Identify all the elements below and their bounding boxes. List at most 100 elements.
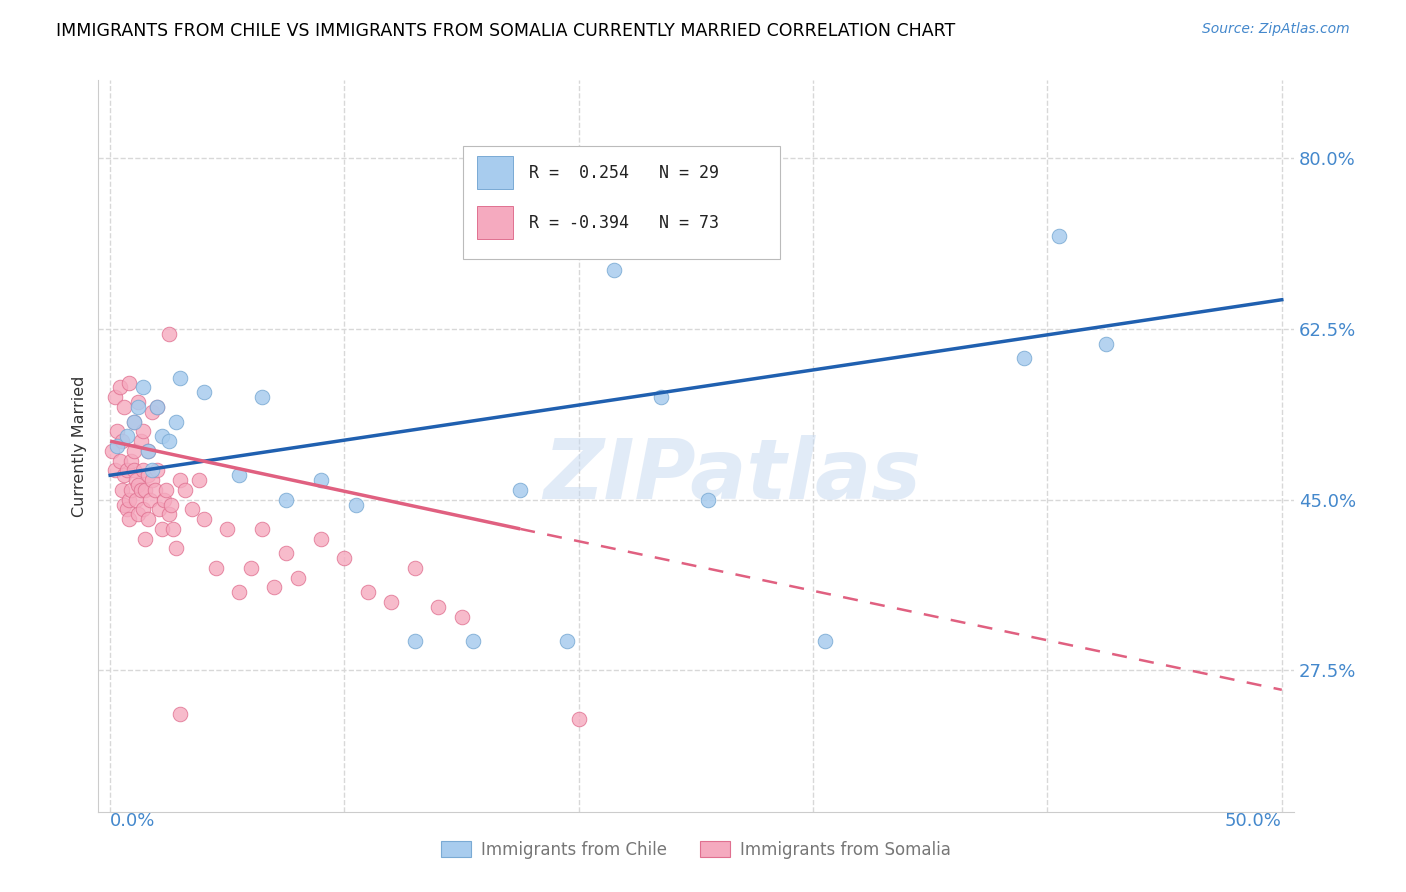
Point xyxy=(169,473,191,487)
Point xyxy=(274,546,297,560)
Point xyxy=(120,483,142,497)
Point xyxy=(111,434,134,449)
Point xyxy=(146,400,169,414)
Point xyxy=(122,463,145,477)
FancyBboxPatch shape xyxy=(463,146,780,260)
Point xyxy=(150,429,173,443)
Point xyxy=(157,508,180,522)
Point xyxy=(127,395,149,409)
Point xyxy=(696,492,718,507)
Point xyxy=(132,463,155,477)
Point xyxy=(193,512,215,526)
Point xyxy=(239,561,262,575)
Point xyxy=(105,439,128,453)
Point xyxy=(204,561,226,575)
Point xyxy=(129,483,152,497)
Point xyxy=(309,532,332,546)
Point xyxy=(129,434,152,449)
Point xyxy=(115,502,138,516)
Point xyxy=(148,502,170,516)
FancyBboxPatch shape xyxy=(477,156,513,189)
Point xyxy=(136,443,159,458)
Point xyxy=(509,483,531,497)
Point xyxy=(450,609,472,624)
Text: ZIPatlas: ZIPatlas xyxy=(543,434,921,516)
Point xyxy=(274,492,297,507)
Point xyxy=(228,468,250,483)
Point xyxy=(169,370,191,384)
Legend: Immigrants from Chile, Immigrants from Somalia: Immigrants from Chile, Immigrants from S… xyxy=(434,834,957,865)
Point xyxy=(150,522,173,536)
Point xyxy=(141,473,163,487)
Point xyxy=(108,453,131,467)
Point xyxy=(127,478,149,492)
Point xyxy=(112,498,135,512)
Point xyxy=(104,463,127,477)
Point xyxy=(309,473,332,487)
Text: IMMIGRANTS FROM CHILE VS IMMIGRANTS FROM SOMALIA CURRENTLY MARRIED CORRELATION C: IMMIGRANTS FROM CHILE VS IMMIGRANTS FROM… xyxy=(56,22,956,40)
Text: 0.0%: 0.0% xyxy=(110,812,156,830)
Point xyxy=(120,453,142,467)
Point xyxy=(252,390,274,404)
Point xyxy=(344,498,367,512)
Point xyxy=(263,581,285,595)
Point xyxy=(228,585,250,599)
Point xyxy=(404,561,426,575)
Point xyxy=(127,400,149,414)
Point xyxy=(157,434,180,449)
Point xyxy=(108,380,131,394)
Point xyxy=(568,712,591,726)
Point xyxy=(111,483,134,497)
Point xyxy=(603,263,626,277)
Point xyxy=(122,415,145,429)
Point xyxy=(112,400,135,414)
Point xyxy=(174,483,197,497)
Point xyxy=(136,512,159,526)
Y-axis label: Currently Married: Currently Married xyxy=(72,376,87,516)
Point xyxy=(193,385,215,400)
Point xyxy=(217,522,239,536)
Point xyxy=(141,405,163,419)
Point xyxy=(155,483,177,497)
Point xyxy=(650,390,672,404)
Point xyxy=(132,425,155,439)
Point xyxy=(165,541,187,556)
Point xyxy=(160,498,183,512)
Point xyxy=(134,532,156,546)
Point xyxy=(555,634,578,648)
Point xyxy=(427,599,450,614)
Point xyxy=(101,443,124,458)
Text: R = -0.394   N = 73: R = -0.394 N = 73 xyxy=(529,213,718,232)
Point xyxy=(162,522,184,536)
Point xyxy=(814,634,837,648)
Point xyxy=(118,376,141,390)
Point xyxy=(404,634,426,648)
Point xyxy=(136,468,159,483)
Point xyxy=(181,502,204,516)
Point xyxy=(357,585,380,599)
Point xyxy=(125,473,148,487)
Point xyxy=(118,512,141,526)
Point xyxy=(112,468,135,483)
Point xyxy=(141,463,163,477)
Point xyxy=(146,400,169,414)
Point xyxy=(1012,351,1035,366)
FancyBboxPatch shape xyxy=(477,206,513,239)
Point xyxy=(287,571,309,585)
Point xyxy=(169,707,191,722)
Point xyxy=(132,380,155,394)
Point xyxy=(139,492,162,507)
Point xyxy=(122,443,145,458)
Point xyxy=(333,551,356,566)
Point xyxy=(1047,229,1070,244)
Point xyxy=(1095,336,1118,351)
Point xyxy=(104,390,127,404)
Text: Source: ZipAtlas.com: Source: ZipAtlas.com xyxy=(1202,22,1350,37)
Point xyxy=(118,492,141,507)
Point xyxy=(127,508,149,522)
Text: 50.0%: 50.0% xyxy=(1225,812,1282,830)
Point xyxy=(252,522,274,536)
Point xyxy=(134,483,156,497)
Point xyxy=(188,473,211,487)
Point xyxy=(125,492,148,507)
